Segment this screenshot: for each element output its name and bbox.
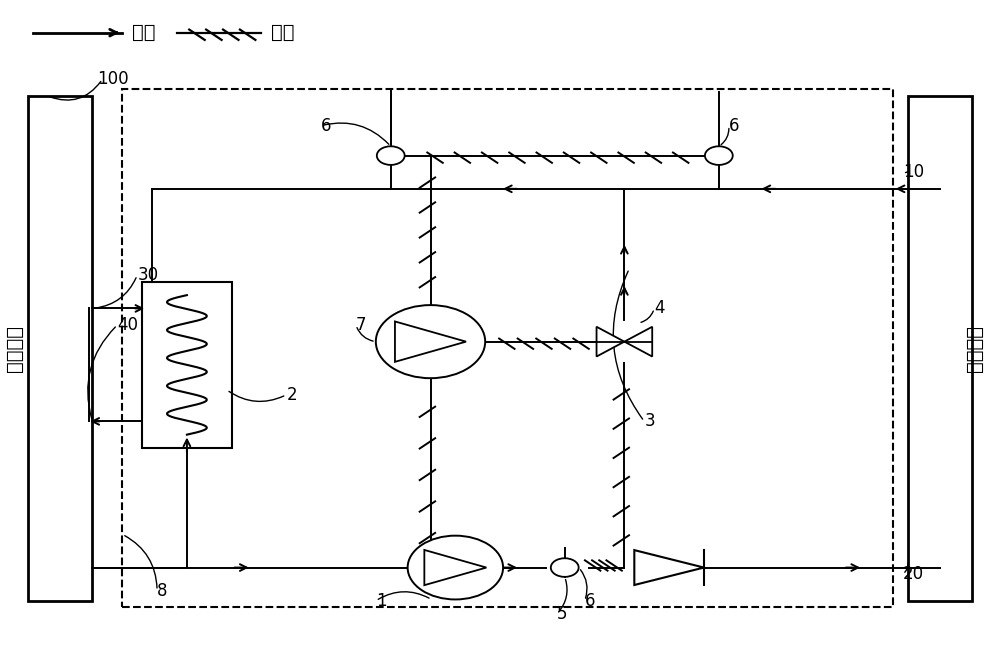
Text: 3: 3 [644, 412, 655, 430]
Polygon shape [597, 327, 624, 356]
Text: 管道: 管道 [132, 23, 156, 42]
Text: 1: 1 [376, 592, 386, 610]
Text: 6: 6 [321, 117, 332, 135]
Bar [122, 89, 893, 608]
Bar [908, 96, 972, 601]
Circle shape [377, 146, 405, 165]
Text: 6: 6 [585, 592, 595, 610]
Text: 20: 20 [903, 565, 924, 583]
Text: 负载回路: 负载回路 [965, 325, 984, 372]
Text: 2: 2 [286, 386, 297, 404]
Text: 5: 5 [557, 605, 567, 623]
Text: 冷却回路: 冷却回路 [5, 325, 24, 372]
Text: 4: 4 [654, 299, 665, 318]
Text: 6: 6 [729, 117, 739, 135]
Circle shape [551, 558, 579, 577]
Text: 电路: 电路 [271, 23, 295, 42]
Circle shape [705, 146, 733, 165]
Text: 40: 40 [117, 316, 138, 334]
Bar [28, 96, 92, 601]
Text: 10: 10 [903, 163, 924, 181]
Text: 7: 7 [356, 316, 366, 334]
Text: 30: 30 [137, 266, 158, 284]
Text: 100: 100 [97, 70, 129, 88]
Bar [142, 282, 232, 448]
Circle shape [376, 305, 485, 378]
Polygon shape [624, 327, 652, 356]
Text: 8: 8 [157, 582, 168, 600]
Circle shape [408, 535, 503, 600]
